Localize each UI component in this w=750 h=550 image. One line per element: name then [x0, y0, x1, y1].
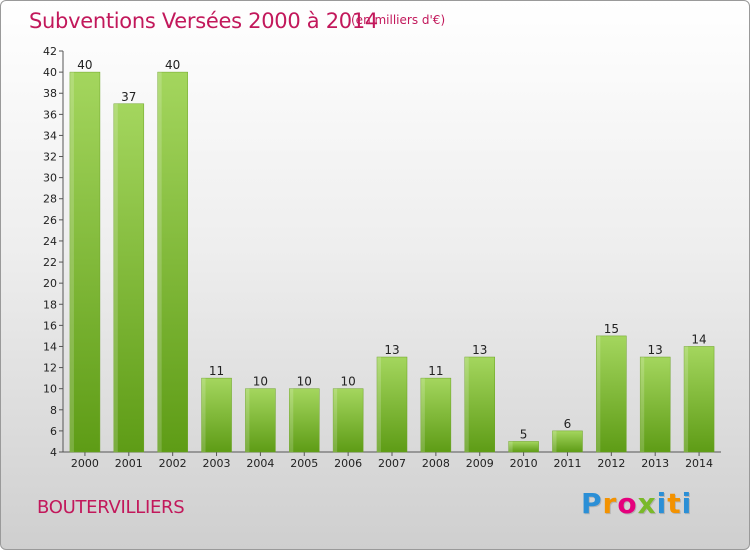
- bar-highlight: [201, 378, 206, 452]
- bar-2003: [201, 377, 232, 453]
- proxiti-logo: Proxiti: [581, 487, 692, 520]
- x-tick-label-2014: 2014: [685, 457, 713, 470]
- bar-2004: [245, 388, 276, 453]
- bar-highlight: [640, 357, 645, 452]
- bar-2014: [683, 346, 715, 453]
- value-label-2013: 13: [648, 343, 663, 357]
- bar-2013: [639, 356, 671, 453]
- bar-2007: [376, 356, 408, 453]
- x-tick-label-2007: 2007: [378, 457, 406, 470]
- bar-2001: [113, 103, 145, 453]
- x-tick-label-2000: 2000: [71, 457, 99, 470]
- bar-highlight: [113, 103, 118, 453]
- bar-2005: [289, 388, 320, 453]
- bar-highlight: [377, 357, 381, 452]
- value-label-2007: 13: [384, 343, 399, 357]
- bar-highlight: [245, 388, 250, 452]
- y-tick-label: 34: [43, 129, 57, 142]
- value-label-2014: 14: [691, 332, 706, 346]
- value-label-2003: 11: [209, 364, 224, 378]
- y-tick-label: 42: [43, 45, 57, 58]
- x-tick-label-2003: 2003: [203, 457, 231, 470]
- x-tick-label-2012: 2012: [597, 457, 625, 470]
- y-tick-label: 40: [43, 66, 57, 79]
- place-name: BOUTERVILLIERS: [37, 497, 185, 518]
- bar-2008: [420, 377, 452, 453]
- y-tick-label: 10: [43, 383, 57, 396]
- y-tick-label: 36: [43, 108, 57, 121]
- bar-highlight: [464, 357, 469, 452]
- y-tick-label: 16: [43, 319, 57, 332]
- y-tick-label: 12: [43, 362, 57, 375]
- value-label-2004: 10: [253, 375, 268, 389]
- y-tick-label: 18: [43, 298, 57, 311]
- y-tick-label: 6: [50, 425, 57, 438]
- x-tick-label-2008: 2008: [422, 457, 450, 470]
- value-label-2008: 11: [428, 364, 443, 378]
- bar-2006: [332, 388, 364, 453]
- bar-highlight: [289, 388, 294, 452]
- logo-letter: r: [602, 487, 618, 520]
- axes: 4 6 8 10 12 14 16 18 20 22 24 26 28 30 32 34 36 38 40 42 200…: [43, 45, 721, 470]
- bar-highlight: [684, 346, 689, 452]
- y-tick-label: 20: [43, 277, 57, 290]
- x-tick-label-2005: 2005: [290, 457, 318, 470]
- chart-subtitle: (en milliers d'€): [351, 13, 446, 27]
- x-tick-label-2010: 2010: [510, 457, 538, 470]
- x-tick-label-2001: 2001: [115, 457, 143, 470]
- x-tick-label-2004: 2004: [246, 457, 274, 470]
- value-label-2012: 15: [604, 322, 619, 336]
- y-tick-label: 24: [43, 235, 57, 248]
- logo-letter: x: [637, 487, 657, 520]
- bar-highlight: [508, 441, 513, 452]
- bar-highlight: [552, 430, 557, 452]
- y-tick-label: 8: [50, 404, 57, 417]
- bar-highlight: [69, 72, 74, 453]
- value-label-2002: 40: [165, 58, 180, 72]
- value-label-2000: 40: [77, 58, 92, 72]
- bar-2012: [596, 335, 627, 453]
- y-tick-label: 14: [43, 340, 57, 353]
- x-tick-label-2002: 2002: [159, 457, 187, 470]
- logo-letter: i: [656, 487, 668, 520]
- bar-2011: [552, 430, 583, 453]
- value-label-2009: 13: [472, 343, 487, 357]
- y-tick-label: 28: [43, 193, 57, 206]
- bar-highlight: [333, 388, 338, 452]
- logo-letter: P: [581, 487, 603, 520]
- logo-letter: t: [667, 487, 682, 520]
- value-label-2006: 10: [340, 375, 355, 389]
- y-tick-label: 38: [43, 87, 57, 100]
- value-label-2005: 10: [297, 375, 312, 389]
- bars: 40 37 40 11 10 10 10 13 11 13 5 6 15 13 14: [69, 58, 715, 453]
- bar-2000: [69, 71, 101, 453]
- x-tick-label-2009: 2009: [466, 457, 494, 470]
- y-tick-label: 22: [43, 256, 57, 269]
- x-tick-label-2013: 2013: [641, 457, 669, 470]
- y-tick-label: 30: [43, 172, 57, 185]
- y-tick-label: 26: [43, 214, 57, 227]
- y-tick-label: 4: [50, 446, 57, 459]
- x-tick-label-2006: 2006: [334, 457, 362, 470]
- y-tick-label: 32: [43, 151, 57, 164]
- logo-letter: o: [617, 487, 638, 520]
- bar-2009: [464, 356, 495, 453]
- bar-2010: [508, 441, 539, 453]
- value-label-2010: 5: [520, 427, 528, 441]
- logo-letter: i: [681, 487, 693, 520]
- chart-title: Subventions Versées 2000 à 2014: [29, 9, 378, 33]
- value-label-2011: 6: [564, 417, 572, 431]
- value-label-2001: 37: [121, 90, 136, 104]
- bar-2002: [157, 71, 188, 453]
- bar-highlight: [420, 378, 425, 452]
- x-tick-label-2011: 2011: [553, 457, 581, 470]
- bar-highlight: [157, 72, 162, 453]
- bar-highlight: [596, 335, 601, 452]
